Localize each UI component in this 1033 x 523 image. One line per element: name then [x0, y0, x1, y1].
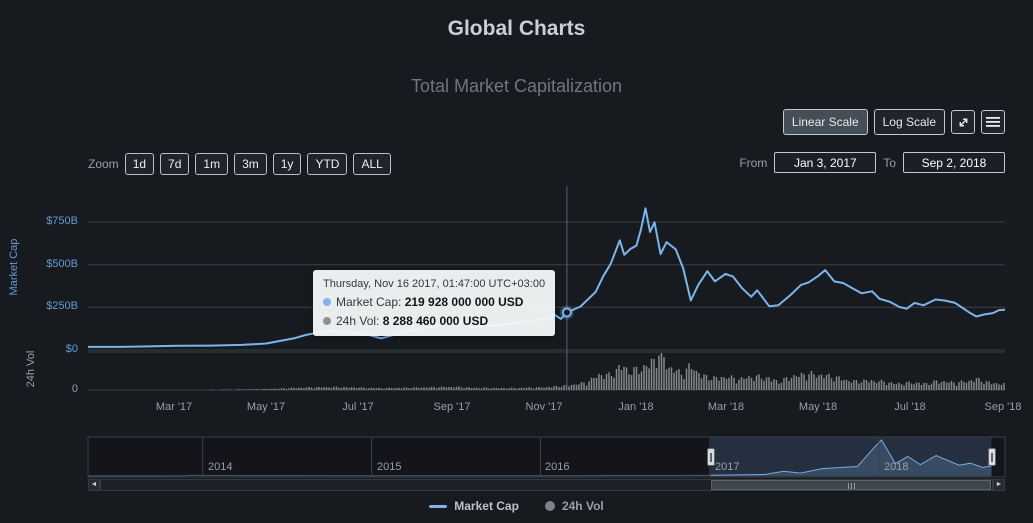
chart-tooltip: Thursday, Nov 16 2017, 01:47:00 UTC+03:0…	[313, 270, 556, 336]
vol-circle-symbol	[544, 501, 555, 511]
navigator-year-label: 2017	[715, 461, 740, 473]
zoom-7d-button[interactable]: 7d	[160, 153, 190, 175]
x-axis-tick: Mar '18	[707, 401, 745, 413]
zoom-3m-button[interactable]: 3m	[234, 153, 267, 175]
scale-toggle-group: Linear Scale Log Scale	[782, 109, 1005, 135]
chart-menu-button[interactable]	[981, 110, 1005, 134]
tooltip-value: 8 288 460 000 USD	[382, 314, 489, 328]
zoom-ytd-button[interactable]: YTD	[307, 153, 348, 175]
hamburger-menu-icon	[986, 117, 1000, 127]
x-axis-tick: Nov '17	[525, 401, 563, 413]
navigator-border	[87, 436, 1006, 478]
x-axis-tick: Sep '18	[984, 401, 1022, 413]
zoom-1y-button[interactable]: 1y	[272, 153, 302, 175]
scrollbar-grip-icon	[851, 483, 852, 489]
tooltip-date: Thursday, Nov 16 2017, 01:47:00 UTC+03:0…	[323, 278, 546, 290]
navigator-area	[88, 440, 992, 476]
scrollbar-thumb[interactable]	[711, 480, 991, 490]
volume-axis-tick: 0	[71, 383, 78, 395]
chart-legend: Market Cap 24h Vol	[0, 499, 1033, 513]
navigator-year-label: 2016	[545, 461, 570, 473]
y-axis-tick: $750B	[46, 215, 78, 227]
zoom-1d-button[interactable]: 1d	[124, 153, 155, 175]
x-axis-tick: May '17	[246, 401, 286, 413]
x-axis-tick: Sep '17	[433, 401, 471, 413]
expand-icon	[959, 118, 967, 126]
tooltip-label: Market Cap:	[336, 295, 402, 309]
legend-item-market-cap[interactable]: Market Cap	[429, 499, 519, 513]
x-axis-tick: Jan '18	[618, 401, 654, 413]
navigator-left-handle[interactable]	[707, 448, 715, 466]
tooltip-vol-row: 24h Vol: 8 288 460 000 USD	[323, 314, 545, 328]
volume-bars	[210, 353, 1005, 390]
legend-item-24h-vol[interactable]: 24h Vol	[544, 499, 604, 513]
market-cap-bullet-icon	[323, 298, 331, 306]
navigator-year-label: 2014	[208, 461, 233, 473]
zoom-1m-button[interactable]: 1m	[195, 153, 229, 175]
scrollbar-right-arrow-icon[interactable]: ►	[993, 479, 1005, 491]
navigator-year-label: 2015	[377, 461, 402, 473]
fullscreen-button[interactable]	[951, 110, 975, 134]
y-axis-tick: $250B	[46, 300, 78, 312]
date-range-controls: From To	[739, 152, 1005, 173]
from-label: From	[739, 155, 768, 170]
chart-title: Total Market Capitalization	[410, 76, 623, 96]
focus-marker	[561, 307, 572, 318]
y-axis-tick: $0	[65, 343, 78, 355]
vol-bullet-icon	[323, 317, 331, 325]
legend-label-market-cap: Market Cap	[454, 499, 519, 513]
tooltip-market-cap-row: Market Cap: 219 928 000 000 USD	[323, 295, 545, 309]
from-date-input[interactable]	[774, 152, 877, 173]
x-axis-tick: Jul '17	[342, 401, 374, 413]
scrollbar-left-arrow-icon[interactable]: ◄	[88, 479, 100, 491]
market-cap-line-symbol	[429, 504, 448, 508]
navigator-mask-inside	[710, 437, 992, 477]
to-label: To	[883, 155, 896, 170]
navigator-year-label: 2018	[884, 461, 909, 473]
x-axis-tick: May '18	[798, 401, 838, 413]
navigator-right-handle[interactable]	[988, 448, 996, 466]
x-axis-tick: Mar '17	[155, 401, 193, 413]
main-plot[interactable]	[88, 186, 1006, 391]
volume-axis-title: 24h Vol	[25, 350, 37, 388]
tooltip-label: 24h Vol:	[336, 314, 380, 328]
zoom-label: Zoom	[88, 157, 119, 171]
navigator[interactable]	[87, 436, 1006, 478]
market-cap-line	[88, 207, 1006, 348]
legend-label-24h-vol: 24h Vol	[561, 499, 604, 513]
x-axis-tick: Jul '18	[894, 401, 926, 413]
zoom-controls: Zoom 1d 7d 1m 3m 1y YTD ALL	[88, 153, 391, 175]
navigator-mask-right	[991, 437, 1005, 477]
zoom-all-button[interactable]: ALL	[353, 153, 391, 175]
linear-scale-button[interactable]: Linear Scale	[782, 109, 868, 135]
page-title: Global Charts	[447, 17, 586, 40]
market-cap-axis-title: Market Cap	[8, 238, 20, 296]
to-date-input[interactable]	[903, 152, 1005, 173]
tooltip-value: 219 928 000 000 USD	[404, 295, 524, 309]
log-scale-button[interactable]: Log Scale	[873, 109, 945, 135]
y-axis-tick: $500B	[46, 258, 78, 270]
navigator-mask-left	[88, 437, 711, 477]
